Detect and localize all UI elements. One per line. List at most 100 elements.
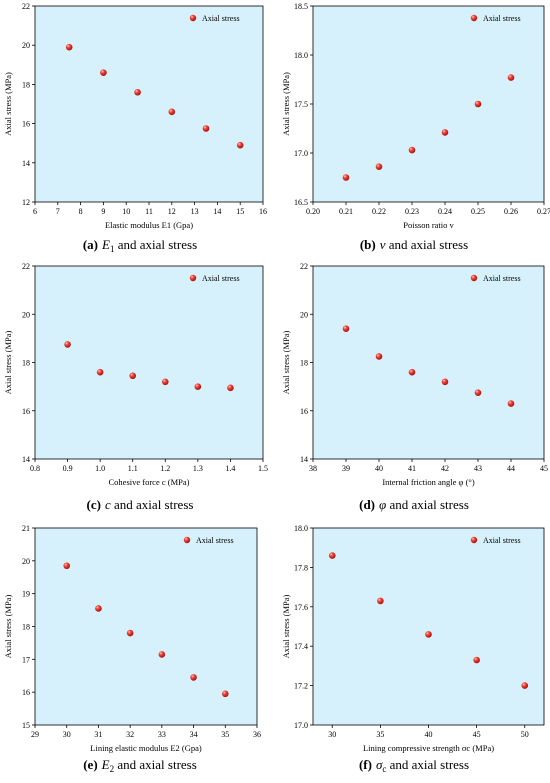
x-tick-label: 33 — [158, 730, 166, 739]
plot-area — [313, 6, 544, 202]
caption-text: and axial stress — [386, 497, 469, 512]
x-tick-label: 30 — [328, 730, 336, 739]
x-tick-label: 9 — [101, 207, 105, 216]
chart-panel-3: 0.8 0.9 1.0 1.1 1.2 1.3 1.4 1.5 14 16 18 20 22 Cohesi… — [3, 262, 268, 512]
y-tick-label: 16 — [22, 407, 30, 416]
y-tick-label: 17.0 — [294, 149, 308, 158]
legend-marker — [183, 536, 191, 544]
x-tick-label: 45 — [473, 730, 481, 739]
y-tick-label: 14 — [22, 455, 30, 464]
panel-caption: (a) E1 and axial stress — [83, 237, 197, 254]
data-point — [408, 368, 416, 376]
y-tick-label: 20 — [300, 310, 308, 319]
data-point — [194, 383, 202, 390]
x-tick-label: 31 — [94, 730, 102, 739]
legend-marker — [470, 536, 478, 544]
data-point — [100, 69, 107, 76]
y-tick-label: 18.0 — [294, 524, 308, 533]
data-point — [126, 629, 134, 637]
plot-area — [313, 266, 544, 459]
caption-text: and axial stress — [114, 757, 197, 772]
data-point — [134, 88, 141, 96]
y-tick-label: 20 — [22, 41, 30, 50]
x-tick-label: 45 — [540, 464, 548, 473]
caption-letter: (b) — [360, 237, 376, 252]
caption-letter: (d) — [359, 497, 375, 512]
y-tick-label: 17.8 — [294, 563, 308, 572]
x-tick-label: 42 — [441, 464, 449, 473]
y-axis-label: Axial stress (MPa) — [3, 330, 13, 394]
x-tick-label: 14 — [213, 207, 221, 216]
y-tick-label: 14 — [22, 159, 30, 168]
panel-caption: (e) E2 and axial stress — [83, 757, 197, 774]
data-point — [342, 325, 350, 333]
data-point — [202, 125, 210, 132]
data-point — [507, 74, 515, 81]
x-tick-label: 16 — [259, 207, 267, 216]
data-point — [161, 378, 169, 386]
y-tick-label: 16 — [22, 120, 30, 129]
x-tick-label: 35 — [376, 730, 384, 739]
data-point — [425, 631, 432, 638]
data-point — [63, 562, 71, 570]
chart-panel-4: 38 39 40 41 42 43 44 45 14 16 18 20 22 Internal frict… — [281, 262, 548, 512]
panel-caption: (d) φ and axial stress — [359, 497, 469, 512]
data-point — [95, 605, 102, 612]
y-tick-label: 20 — [22, 310, 30, 319]
plot-area — [35, 266, 263, 459]
caption-letter: (c) — [87, 497, 101, 512]
data-point — [96, 368, 104, 376]
y-tick-label: 19 — [22, 590, 30, 599]
x-tick-label: 34 — [190, 730, 198, 739]
data-point — [168, 108, 176, 116]
data-point — [236, 141, 244, 149]
caption-symbol: σ — [376, 757, 383, 772]
x-tick-label: 38 — [309, 464, 317, 473]
caption-letter: (a) — [83, 237, 98, 252]
y-tick-label: 21 — [22, 524, 30, 533]
data-point — [521, 682, 529, 689]
y-tick-label: 18 — [22, 359, 30, 368]
data-point — [328, 552, 336, 559]
y-tick-label: 17.5 — [294, 100, 308, 109]
x-tick-label: 0.27 — [537, 207, 550, 216]
y-tick-label: 17 — [22, 655, 30, 664]
y-tick-label: 16.5 — [294, 198, 308, 207]
x-tick-label: 1.5 — [258, 464, 268, 473]
y-tick-label: 12 — [22, 198, 30, 207]
x-tick-label: 1.3 — [193, 464, 203, 473]
x-tick-label: 29 — [31, 730, 39, 739]
y-tick-label: 18.0 — [294, 51, 308, 60]
chart-panel-5: 29 30 31 32 33 34 35 36 15 16 17 18 19 20 21 Lining ela… — [3, 524, 261, 774]
data-point — [342, 174, 350, 181]
chart-panel-6: 30 35 40 45 50 17.0 17.2 17.4 17.6 17.8 18.0 Lining… — [281, 524, 545, 774]
x-axis-label: Lining elastic modulus E2 (Gpa) — [90, 743, 202, 753]
data-point — [375, 353, 383, 360]
caption-subscript: 2 — [110, 764, 115, 774]
x-tick-label: 44 — [507, 464, 515, 473]
y-axis-label: Axial stress (MPa) — [3, 594, 13, 658]
panel-caption: (f) σc and axial stress — [359, 757, 469, 774]
caption-symbol: E — [101, 237, 110, 252]
x-tick-label: 10 — [122, 207, 130, 216]
caption-text: and axial stress — [386, 757, 469, 772]
data-point — [190, 674, 197, 681]
legend-marker — [189, 274, 197, 282]
data-point — [377, 597, 384, 605]
x-tick-label: 11 — [145, 207, 153, 216]
x-tick-label: 0.21 — [339, 207, 353, 216]
y-tick-label: 17.0 — [294, 721, 308, 730]
x-tick-label: 15 — [236, 207, 244, 216]
x-tick-label: 6 — [33, 207, 37, 216]
plot-area — [35, 528, 257, 725]
data-point — [473, 656, 480, 664]
x-tick-label: 35 — [221, 730, 229, 739]
x-axis-label: Elastic modulus E1 (Gpa) — [105, 220, 193, 230]
data-point — [64, 341, 71, 348]
y-tick-label: 18 — [22, 80, 30, 89]
plot-area — [313, 528, 544, 725]
chart-panel-1: 6 7 8 9 10 11 12 13 14 15 16 12 14 16 18 20 22 Elastic mo… — [3, 2, 267, 254]
y-axis-label: Axial stress (MPa) — [3, 72, 13, 136]
data-point — [221, 690, 229, 698]
